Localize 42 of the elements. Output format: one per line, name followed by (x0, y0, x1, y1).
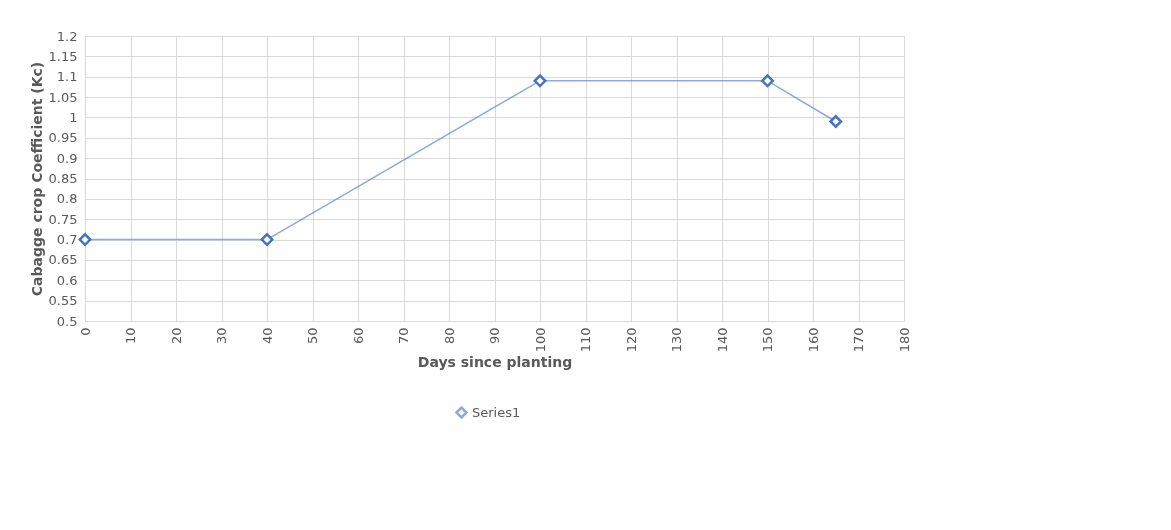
y-tick-label: 0.65 (48, 252, 78, 268)
y-tick-label: 0.55 (48, 293, 78, 309)
x-tick-label: 100 (532, 327, 548, 353)
y-tick-label: 0.95 (48, 130, 78, 146)
legend-label: Series1 (472, 404, 521, 420)
y-tick-label: 1.15 (48, 48, 78, 64)
y-axis-title: Cabagge crop Coefficient (Kc) (28, 61, 45, 297)
point (533, 74, 547, 88)
y-tick-label: 1 (69, 109, 78, 125)
x-tick-label: 130 (669, 327, 684, 353)
x-tick-label: 170 (851, 327, 866, 353)
x-tick-label: 160 (805, 327, 821, 353)
x-tick-label: 110 (578, 327, 593, 353)
y-tick-label: 0.7 (56, 232, 78, 248)
x-tick-label: 80 (441, 327, 457, 345)
x-tick-label: 10 (123, 327, 138, 345)
y-tick-label: 0.85 (48, 171, 78, 186)
x-tick-label: 180 (896, 327, 912, 353)
y-tick-label: 0.5 (56, 313, 78, 329)
x-tick-label: 60 (350, 327, 366, 345)
x-tick-label: 30 (214, 327, 229, 345)
y-tick-label: 0.9 (56, 150, 78, 166)
y-tick-label: 1.2 (56, 28, 78, 44)
x-tick-label: 50 (305, 327, 320, 345)
point (761, 74, 774, 88)
x-tick-label: 40 (259, 327, 275, 345)
x-tick-label: 90 (487, 327, 502, 345)
x-tick-label: 140 (714, 327, 730, 353)
x-tick-label: 0 (77, 327, 93, 336)
x-tick-label: 120 (623, 327, 639, 353)
x-tick-label: 20 (168, 327, 184, 345)
y-tick-label: 0.8 (56, 191, 78, 207)
y-tick-label: 0.6 (56, 272, 78, 288)
point (78, 233, 92, 247)
x-tick-label: 70 (396, 327, 411, 345)
x-tick-label: 150 (760, 327, 775, 353)
point (260, 233, 274, 247)
point (829, 115, 843, 128)
y-tick-label: 1.1 (56, 69, 78, 85)
x-axis-title: Days since planting (417, 354, 573, 371)
y-tick-label: 0.75 (48, 211, 78, 227)
y-tick-label: 1.05 (48, 89, 78, 105)
